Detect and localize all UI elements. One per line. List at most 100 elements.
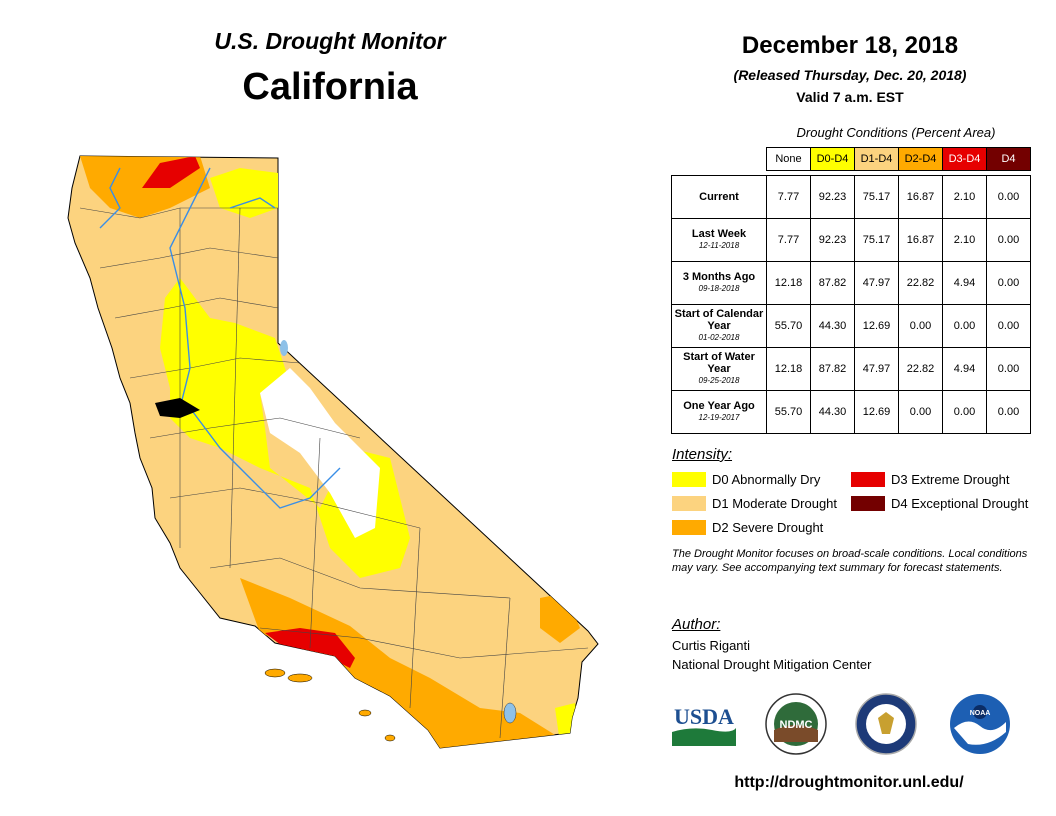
california-drought-map [67, 155, 599, 749]
website-link[interactable]: http://droughtmonitor.unl.edu/ [734, 774, 964, 791]
table-cell: 92.23 [810, 218, 855, 262]
lake-tahoe [280, 340, 288, 356]
row-label-text: Current [699, 191, 739, 203]
table-cell: 7.77 [766, 175, 811, 219]
row-label-text: Start of Calendar Year [674, 308, 764, 332]
no-drought-area [260, 368, 380, 538]
table-cell: 0.00 [986, 347, 1031, 391]
usda-logo-icon: USDA [672, 704, 736, 746]
disclaimer-note: The Drought Monitor focuses on broad-sca… [672, 548, 1028, 574]
table-cell: 2.10 [942, 175, 987, 219]
row-label: Current [671, 175, 767, 219]
table-cell: 16.87 [898, 175, 943, 219]
legend-item-d0: D0 Abnormally Dry [672, 472, 820, 487]
table-cell: 12.18 [766, 347, 811, 391]
legend-label-d2: D2 Severe Drought [712, 520, 824, 535]
table-cell: 12.69 [854, 390, 899, 434]
table-cell: 12.69 [854, 304, 899, 348]
channel-island [384, 734, 396, 742]
row-label: Last Week 12-11-2018 [671, 218, 767, 262]
d2-area-south [240, 578, 560, 748]
column-header-1: D0-D4 [810, 147, 855, 171]
legend-item-d3: D3 Extreme Drought [851, 472, 1010, 487]
legend-swatch-d3 [851, 472, 885, 487]
legend-item-d4: D4 Exceptional Drought [851, 496, 1028, 511]
author-title: Author: [672, 616, 721, 633]
column-header-2: D1-D4 [854, 147, 899, 171]
table-cell: 47.97 [854, 347, 899, 391]
table-cell: 0.00 [898, 390, 943, 434]
table-cell: 12.18 [766, 261, 811, 305]
channel-island [287, 673, 313, 683]
table-cell: 0.00 [986, 304, 1031, 348]
table-row: Start of Water Year 09-25-2018 12.18 87.82 4… [671, 347, 1031, 391]
table-cell: 22.82 [898, 347, 943, 391]
table-row: One Year Ago 12-19-2017 55.70 44.30 12.69 0.0… [671, 390, 1031, 434]
channel-island [358, 709, 372, 717]
row-label-text: Last Week [691, 228, 747, 240]
table-cell: 16.87 [898, 218, 943, 262]
map-region-title: California [242, 66, 418, 108]
table-row: Last Week 12-11-2018 7.77 92.23 75.17 16.87 2.… [671, 218, 1031, 262]
table-cell: 75.17 [854, 175, 899, 219]
table-row: Current 7.77 92.23 75.17 16.87 2.10 0.00 [671, 175, 1031, 219]
table-cell: 92.23 [810, 175, 855, 219]
table-row: Start of Calendar Year 01-02-2018 55.70 44.… [671, 304, 1031, 348]
author-name: Curtis Riganti [672, 638, 751, 653]
row-label-text: 3 Months Ago [682, 271, 756, 283]
legend-title: Intensity: [672, 446, 733, 463]
table-header-row: None D0-D4 D1-D4 D2-D4 D3-D4 D4 [672, 147, 1031, 171]
column-header-5: D4 [986, 147, 1031, 171]
table-cell: 0.00 [986, 261, 1031, 305]
row-date: 12-19-2017 [698, 413, 740, 422]
table-cell: 0.00 [898, 304, 943, 348]
table-cell: 87.82 [810, 347, 855, 391]
channel-island [264, 668, 286, 678]
table-row: 3 Months Ago 09-18-2018 12.18 87.82 47.97 22.… [671, 261, 1031, 305]
table-cell: 55.70 [766, 390, 811, 434]
row-label-text: Start of Water Year [683, 351, 755, 375]
table-cell: 7.77 [766, 218, 811, 262]
author-org: National Drought Mitigation Center [672, 657, 872, 672]
noaa-logo-text: NOAA [970, 710, 991, 717]
legend-item-d1: D1 Moderate Drought [672, 496, 837, 511]
d3-area-north [142, 156, 200, 188]
legend-label-d1: D1 Moderate Drought [712, 496, 838, 511]
table-cell: 47.97 [854, 261, 899, 305]
legend-swatch-d4 [851, 496, 885, 511]
legend-label-d0: D0 Abnormally Dry [712, 472, 821, 487]
table-cell: 2.10 [942, 218, 987, 262]
row-date: 01-02-2018 [698, 333, 740, 342]
table-cell: 0.00 [986, 390, 1031, 434]
column-header-4: D3-D4 [942, 147, 987, 171]
conditions-title: Drought Conditions (Percent Area) [796, 125, 996, 140]
row-date: 09-25-2018 [698, 376, 740, 385]
map-date: December 18, 2018 [741, 32, 959, 59]
drought-conditions-table: None D0-D4 D1-D4 D2-D4 D3-D4 D4 Current 7.77 92… [671, 147, 1031, 434]
table-cell: 4.94 [942, 347, 987, 391]
table-cell: 0.00 [942, 390, 987, 434]
table-cell: 4.94 [942, 261, 987, 305]
table-cell: 22.82 [898, 261, 943, 305]
row-label: 3 Months Ago 09-18-2018 [671, 261, 767, 305]
ndmc-logo-icon: NDMC [765, 693, 827, 755]
noaa-logo-icon: NOAA [950, 694, 1010, 754]
d0-area-southeast [555, 703, 580, 743]
row-date: 12-11-2018 [698, 241, 740, 250]
row-label: Start of Calendar Year 01-02-2018 [671, 304, 767, 348]
table-corner [672, 148, 767, 171]
valid-time: Valid 7 a.m. EST [796, 89, 904, 105]
table-cell: 75.17 [854, 218, 899, 262]
column-header-3: D2-D4 [898, 147, 943, 171]
table-cell: 55.70 [766, 304, 811, 348]
release-date: (Released Thursday, Dec. 20, 2018) [733, 67, 967, 83]
doc-seal-icon [855, 693, 917, 755]
table-cell: 44.30 [810, 304, 855, 348]
legend-swatch-d0 [672, 472, 706, 487]
table-cell: 44.30 [810, 390, 855, 434]
table-cell: 87.82 [810, 261, 855, 305]
salton-sea [503, 702, 517, 724]
ndmc-logo-text: NDMC [780, 719, 813, 731]
table-cell: 0.00 [942, 304, 987, 348]
legend-swatch-d1 [672, 496, 706, 511]
